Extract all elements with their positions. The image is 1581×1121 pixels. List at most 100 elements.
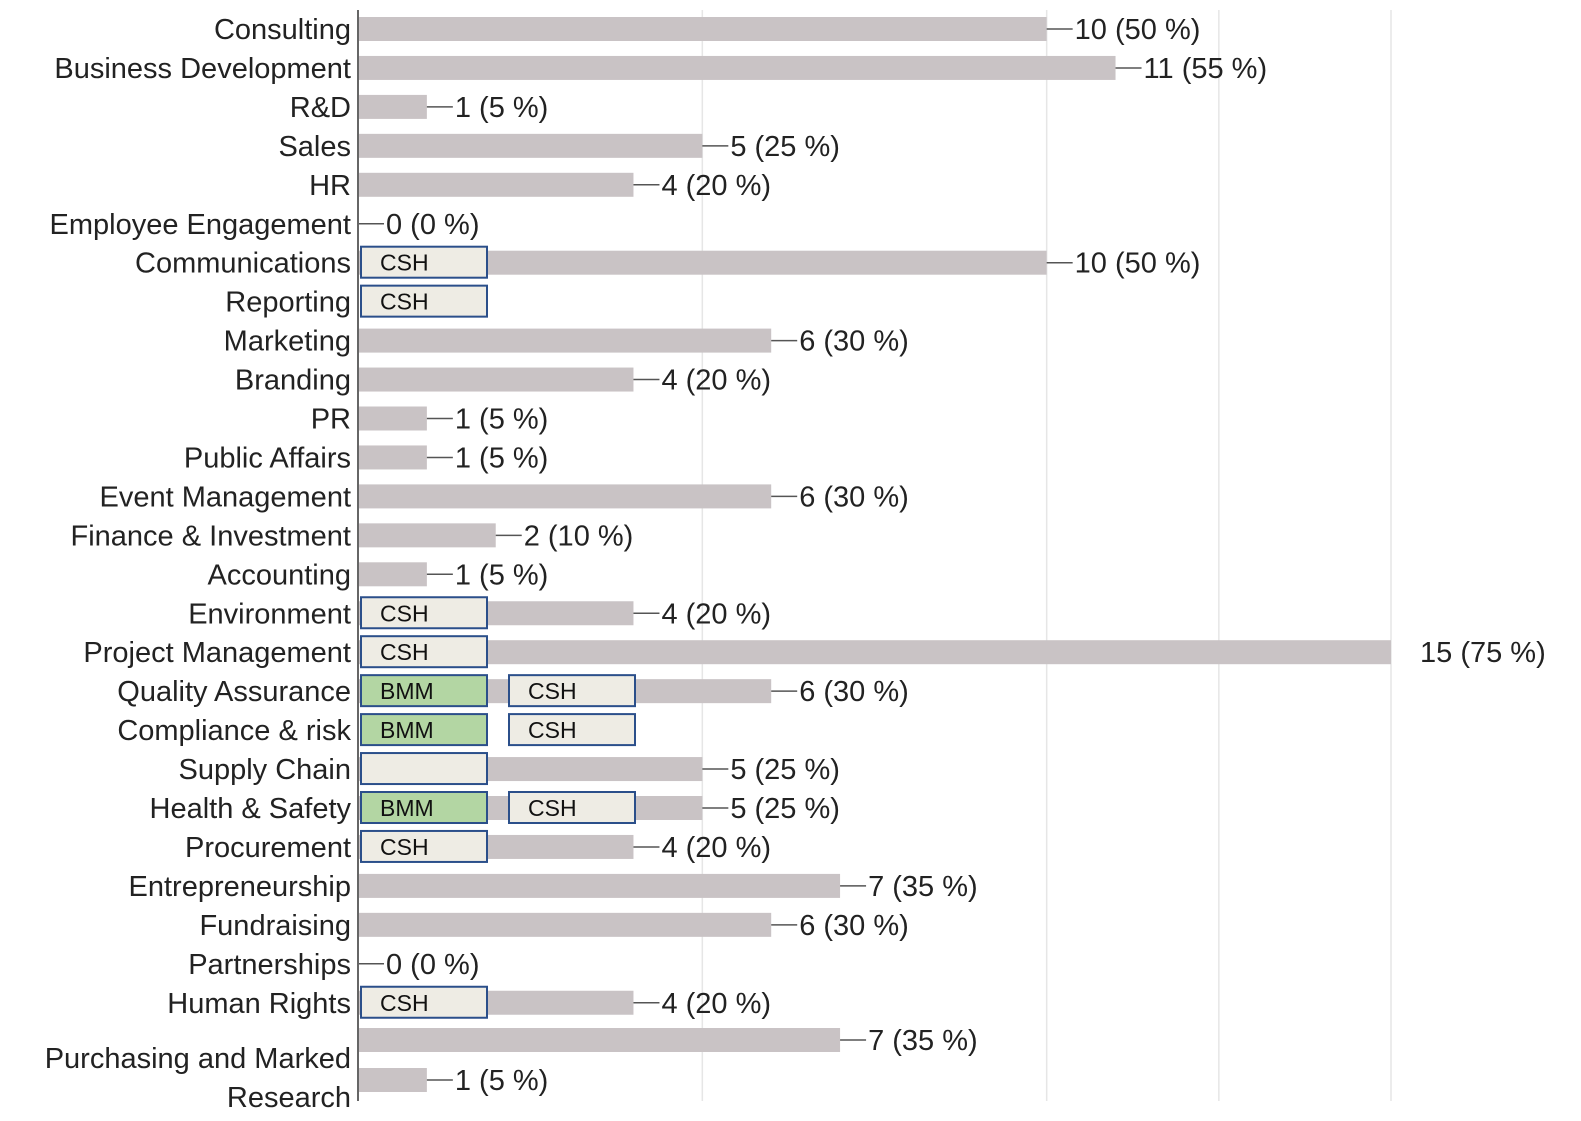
category-label: Procurement [185,832,351,864]
annotation-tag [360,752,488,786]
annotation-tag [360,284,488,318]
value-labels: 10 (50 %) 11 (55 %) 1 (5 %) 5 (25 %) 4 (20 %… [386,14,1546,1097]
bar [358,445,427,470]
annotation-tag [508,791,636,824]
bar [358,873,841,898]
bars [358,17,1391,1092]
category-label: Partnerships [188,949,351,981]
value-label: 1 (5 %) [455,442,548,474]
category-label: Finance & Investment [71,520,351,552]
bar [358,172,634,197]
annotation-tag-text: CSH [380,990,429,1016]
bar [358,367,634,392]
value-label: 4 (20 %) [661,365,771,397]
category-label: Entrepreneurship [129,871,351,903]
category-label: Branding [235,365,351,397]
category-label: Fundraising [199,910,351,942]
category-label: Accounting [208,559,352,591]
annotation-tag-text: CSH [380,289,429,315]
value-label: 7 (35 %) [868,1025,978,1057]
value-label: 1 (5 %) [455,1065,548,1097]
bar [358,484,772,509]
bar [358,640,1391,665]
bar [358,133,703,158]
value-label: 4 (20 %) [661,988,771,1020]
category-label: Public Affairs [184,442,351,474]
category-label: Reporting [225,287,351,319]
annotation-tag [360,829,488,863]
category-label: Sales [278,131,351,163]
category-label: Human Rights [167,988,351,1020]
category-label: Supply Chain [179,754,352,786]
bar [358,1068,427,1092]
annotation-tag [508,674,636,708]
annotation-tag-text: BMM [380,678,434,704]
value-label: 1 (5 %) [455,559,548,591]
leader-lines [358,28,1142,1081]
bar [358,55,1116,80]
annotation-tag-text: CSH [380,250,429,276]
value-label: 4 (20 %) [661,598,771,630]
category-label: Research [227,1082,351,1114]
value-label: 5 (25 %) [730,793,840,825]
annotation-tag-text: CSH [528,717,577,743]
value-label: 4 (20 %) [661,832,771,864]
category-label: Event Management [100,481,351,513]
bar [358,1028,841,1052]
annotation-tag-text: CSH [380,834,429,860]
bar [358,912,772,937]
annotation-tags: CSH CSH CSH CSH BMM CSH BMM CSH BMM CSH CSH CSH [360,245,636,1019]
category-labels: Consulting Business Development R&D Sales HR… [45,14,352,1114]
value-label: 4 (20 %) [661,170,771,202]
category-label: Project Management [83,637,351,669]
bar [358,523,496,548]
annotation-tag-text: CSH [380,600,429,626]
bar [358,17,1047,41]
category-label: Compliance & risk [117,715,351,747]
value-label: 1 (5 %) [455,92,548,124]
bar [358,562,427,587]
value-label: 11 (55 %) [1144,53,1268,85]
value-label: 2 (10 %) [524,520,634,552]
category-label: Business Development [54,53,351,85]
category-label: PR [311,404,351,436]
value-label: 6 (30 %) [799,326,909,358]
category-label: Communications [135,248,351,280]
bar [358,406,427,431]
value-label: 1 (5 %) [455,404,548,436]
annotation-tag-text: BMM [380,795,434,821]
annotation-tag-text: CSH [528,795,577,821]
value-label: 0 (0 %) [386,209,479,241]
value-label: 5 (25 %) [730,131,840,163]
value-label: 6 (30 %) [799,910,909,942]
value-label: 0 (0 %) [386,949,479,981]
annotation-tag [360,596,488,630]
annotation-tag-text: CSH [528,678,577,704]
value-label: 10 (50 %) [1075,14,1201,46]
annotation-tag [360,635,488,669]
category-label: Purchasing and Marked [45,1043,351,1075]
annotation-tag [360,245,488,279]
value-label: 6 (30 %) [799,481,909,513]
category-label: Quality Assurance [117,676,351,708]
category-label: Marketing [224,326,351,358]
annotation-tag [508,713,636,747]
annotation-tag [360,674,488,708]
value-label: 7 (35 %) [868,871,978,903]
value-label: 10 (50 %) [1075,248,1201,280]
category-label: Environment [188,598,351,630]
value-label: 5 (25 %) [730,754,840,786]
category-label: Consulting [214,14,351,46]
value-label: 15 (75 %) [1420,637,1546,669]
category-label: Health & Safety [150,793,352,825]
bar [358,328,772,353]
value-label: 6 (30 %) [799,676,909,708]
annotation-tag-text: BMM [380,717,434,743]
annotation-tag [360,985,488,1019]
annotation-tag [360,713,488,747]
annotation-tag-text: CSH [380,639,429,665]
category-label: R&D [290,92,351,124]
category-label: HR [309,170,351,202]
bar [358,94,427,119]
